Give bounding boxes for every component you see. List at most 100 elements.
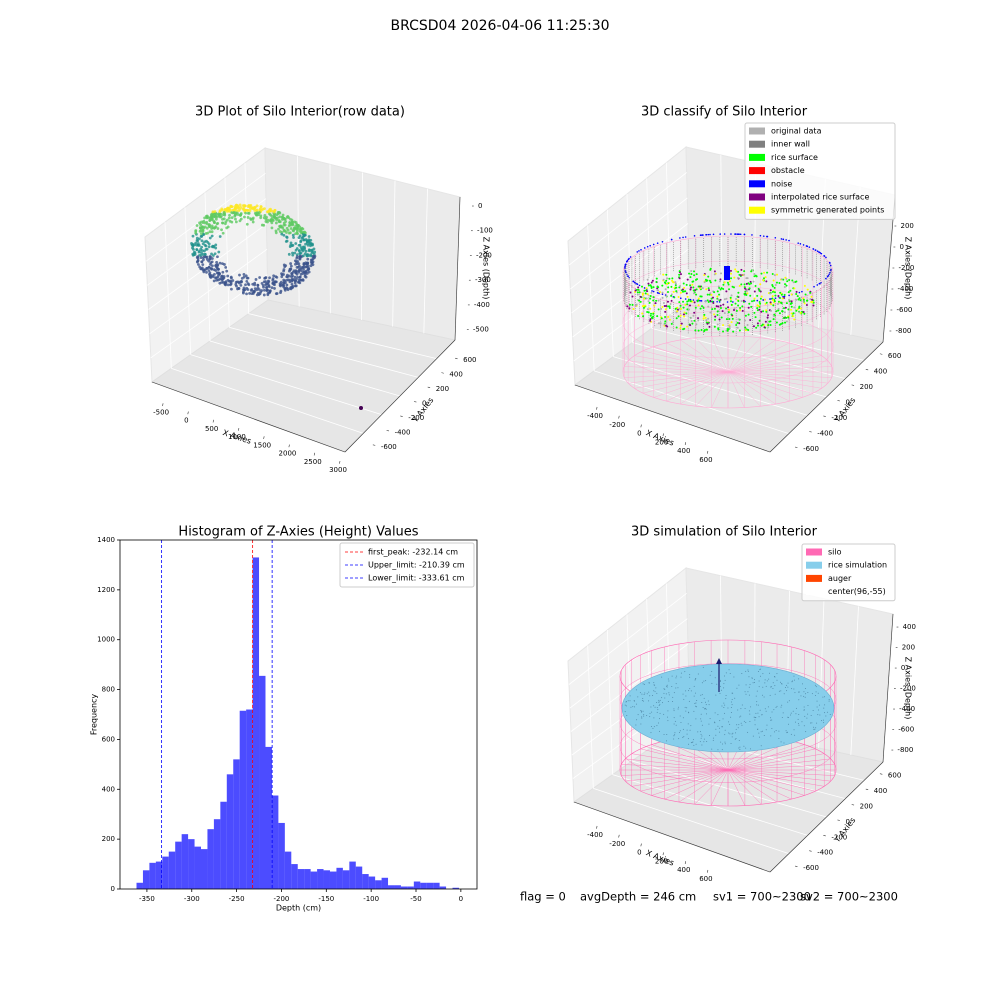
rice-grid (727, 707, 729, 709)
point-cloud (207, 242, 211, 246)
surface-point (700, 295, 703, 298)
surface-point (679, 327, 682, 330)
rice-grid (640, 711, 642, 713)
surface-point (742, 299, 745, 302)
y-tick (851, 384, 855, 386)
x-tick (263, 436, 265, 440)
surface-point (702, 317, 705, 320)
surface-point (783, 311, 786, 314)
rice-grid (740, 722, 742, 724)
surface-point (646, 308, 649, 311)
silo-wire (680, 339, 729, 373)
surface-point (680, 322, 683, 325)
rice-grid (805, 693, 807, 695)
rice-grid (755, 695, 757, 697)
surface-point (739, 308, 742, 311)
surface-point (789, 289, 792, 292)
bar (136, 882, 143, 889)
surface-point (666, 277, 669, 280)
point-cloud (211, 254, 215, 257)
point-cloud (195, 224, 199, 227)
surface-point (716, 290, 719, 293)
point-cloud (239, 214, 242, 217)
rice-grid (743, 745, 745, 747)
footer-text: sv1 = 700~2300 (713, 890, 811, 904)
point-cloud (214, 269, 218, 272)
surface-point (702, 306, 705, 309)
noise-point (812, 248, 815, 250)
rice-grid (770, 717, 772, 719)
rice-grid (803, 706, 805, 708)
surface-point (770, 303, 773, 306)
rice-grid (749, 748, 751, 750)
x-tick (618, 415, 620, 419)
y-tick-label: 600 (888, 352, 901, 360)
legend-label: interpolated rice surface (771, 193, 869, 202)
rice-grid (648, 691, 650, 693)
rice-grid (811, 693, 813, 695)
rice-grid (689, 688, 691, 690)
point-cloud (274, 275, 278, 278)
rice-grid (825, 715, 827, 717)
surface-point (678, 273, 681, 276)
rice-grid (709, 718, 711, 720)
surface-point (677, 315, 680, 318)
surface-point (671, 279, 674, 282)
rice-grid (771, 711, 773, 713)
rice-grid (724, 734, 726, 736)
rice-grid (635, 724, 637, 726)
point-cloud (220, 228, 223, 232)
surface-point (760, 310, 763, 313)
rice-grid (626, 714, 628, 716)
rice-grid (624, 711, 626, 713)
silo-wire (695, 337, 729, 373)
noise-point (730, 233, 732, 235)
surface-point (650, 281, 653, 284)
silo-wire (710, 769, 729, 806)
rice-grid (653, 705, 655, 707)
rice-grid (759, 736, 761, 738)
surface-point (769, 292, 772, 295)
surface-point (657, 308, 660, 311)
point-cloud (209, 255, 212, 259)
point-cloud (270, 286, 274, 290)
rice-grid (770, 719, 772, 721)
surface-point (730, 272, 733, 275)
legend-swatch (806, 561, 822, 569)
point-cloud (268, 289, 272, 293)
x-tick-label: -300 (184, 895, 200, 903)
point-cloud (191, 234, 195, 238)
noise-point (643, 247, 646, 249)
point-cloud (277, 227, 280, 231)
rice-grid (668, 692, 670, 694)
noise-point (636, 251, 639, 253)
x-tick-label: 0 (637, 430, 641, 438)
rice-grid (792, 710, 794, 712)
rice-grid (803, 709, 805, 711)
bar (233, 759, 240, 889)
surface-point (767, 326, 770, 329)
noise-point (813, 285, 815, 288)
surface-point (670, 299, 673, 302)
surface-point (650, 291, 653, 294)
surface-point (788, 298, 791, 301)
rice-grid (703, 680, 705, 682)
surface-point (738, 284, 741, 287)
surface-point (728, 325, 731, 328)
point-cloud (287, 269, 291, 273)
surface-point (790, 312, 793, 315)
rice-grid (749, 713, 751, 715)
rice-grid (671, 685, 673, 687)
surface-point (683, 311, 686, 314)
legend-swatch (806, 588, 822, 596)
noise-point (808, 246, 811, 248)
point-cloud (283, 229, 287, 233)
rice-grid (642, 683, 644, 685)
surface-point (697, 317, 700, 320)
rice-grid (745, 722, 747, 724)
point-cloud (239, 206, 243, 209)
surface-point (683, 315, 686, 318)
surface-point (690, 319, 693, 322)
chart-title: 3D Plot of Silo Interior(row data) (195, 105, 405, 120)
surface-point (762, 310, 765, 313)
